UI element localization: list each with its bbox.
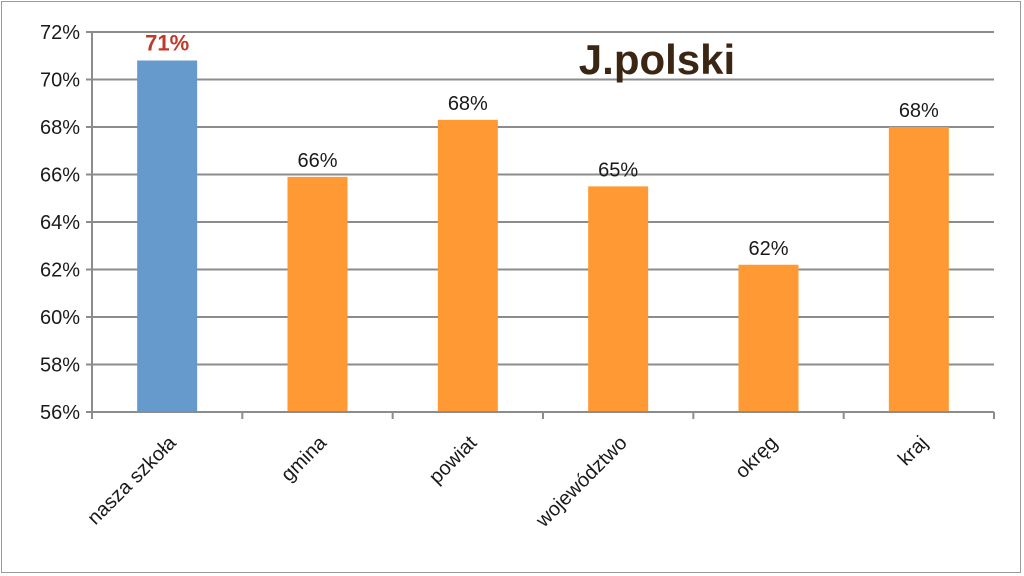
- y-tick-label: 58%: [40, 355, 80, 377]
- bar-1: [137, 60, 198, 412]
- x-category-label: okręg: [731, 432, 782, 483]
- y-tick-label: 62%: [40, 260, 80, 282]
- x-category-label: powiat: [425, 432, 482, 489]
- bars: [137, 60, 949, 412]
- bar-4: [588, 186, 649, 412]
- x-category-label: kraj: [894, 432, 932, 470]
- data-labels: 71% 66% 68% 65% 62% 68%: [145, 31, 939, 260]
- data-label-2: 66%: [297, 150, 337, 172]
- chart-title: J.polski: [579, 36, 735, 83]
- x-category-label: nasza szkoła: [83, 431, 181, 529]
- y-tick-label: 72%: [40, 22, 80, 44]
- y-tick-label: 68%: [40, 117, 80, 139]
- y-tick-label: 60%: [40, 307, 80, 329]
- data-label-5: 62%: [748, 238, 788, 260]
- data-label-1: 71%: [145, 31, 189, 56]
- y-tick-label: 56%: [40, 402, 80, 424]
- y-tick-label: 70%: [40, 70, 80, 92]
- y-axis-ticks: 56% 58% 60% 62% 64% 66% 68% 70% 72%: [40, 22, 92, 424]
- data-label-4: 65%: [598, 159, 638, 181]
- bar-3: [437, 119, 498, 412]
- bar-5: [738, 264, 799, 412]
- x-category-label: województwo: [531, 432, 631, 532]
- x-category-label: gmina: [277, 431, 332, 486]
- data-label-6: 68%: [899, 100, 939, 122]
- gridlines: [92, 31, 994, 366]
- x-axis-labels: nasza szkoła gmina powiat województwo okręg k…: [83, 412, 995, 532]
- y-tick-label: 64%: [40, 212, 80, 234]
- data-label-3: 68%: [448, 93, 488, 115]
- bar-6: [888, 127, 949, 412]
- bar-2: [287, 176, 348, 412]
- y-tick-label: 66%: [40, 165, 80, 187]
